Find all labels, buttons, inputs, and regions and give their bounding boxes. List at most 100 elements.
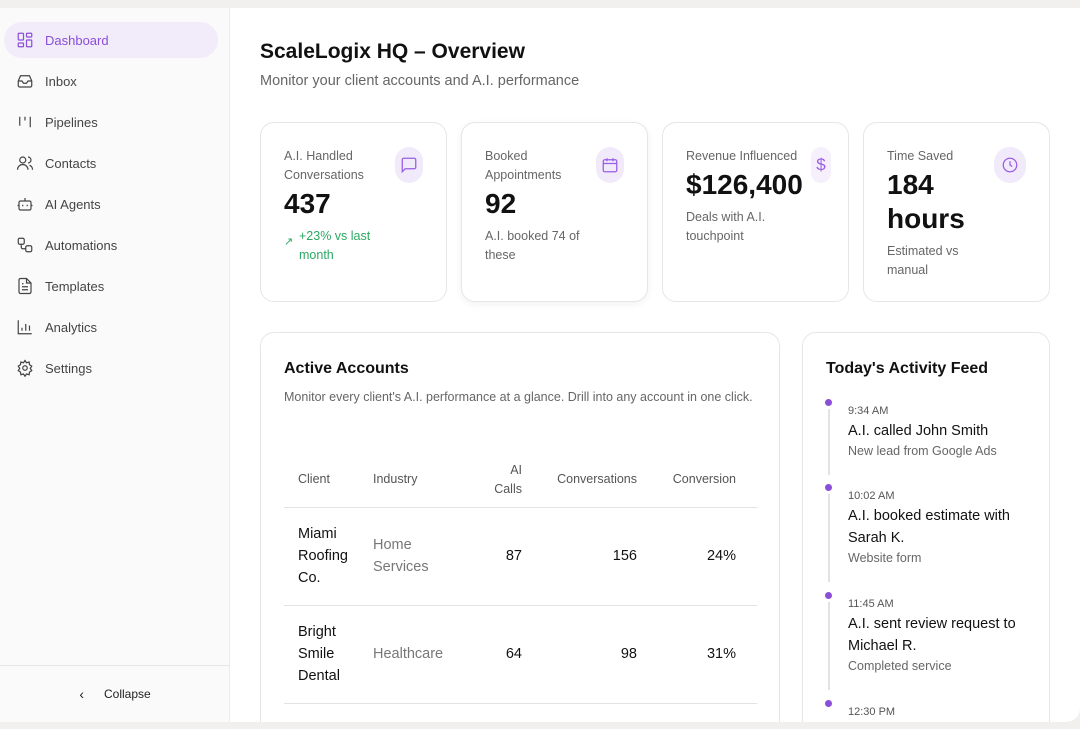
ai-calls-cell: 87 (468, 507, 522, 606)
sidebar-item-automations[interactable]: Automations (4, 227, 218, 263)
sidebar-item-ai-agents[interactable]: AI Agents (4, 186, 218, 222)
sidebar-item-analytics[interactable]: Analytics (4, 309, 218, 345)
sidebar-item-inbox[interactable]: Inbox (4, 63, 218, 99)
sidebar-item-label: Dashboard (45, 32, 109, 48)
sidebar-item-label: Templates (45, 278, 105, 294)
conversations-cell: 98 (522, 605, 637, 704)
active-accounts-panel: Active Accounts Monitor every client's A… (260, 332, 780, 722)
sidebar-item-label: Pipelines (45, 114, 98, 130)
timeline-dot (825, 700, 832, 707)
timeline-dot (825, 484, 832, 491)
stat-note: A.I. booked 74 of these (485, 229, 580, 262)
sidebar-item-label: AI Agents (45, 196, 101, 212)
stat-value: 92 (485, 188, 517, 219)
industry-cell: Home Services (373, 507, 468, 606)
bot-icon (17, 198, 33, 211)
conversion-cell: 31% (637, 605, 757, 704)
stat-card-revenue: Revenue Influenced $ $126,400 Deals with… (662, 122, 849, 302)
contacts-icon (16, 156, 34, 170)
stat-label: A.I. Handled Conversations (284, 149, 364, 182)
stat-value: 437 (284, 188, 331, 219)
sidebar-item-settings[interactable]: Settings (4, 350, 218, 386)
panel-title: Today's Activity Feed (826, 360, 989, 377)
stat-note: +23% vs last month (299, 229, 371, 262)
column-header[interactable]: Industry (373, 453, 468, 508)
feed-subtitle: Completed service (848, 659, 952, 673)
feed-title: A.I. sent review request to Michael R. (848, 616, 1016, 654)
sidebar-item-label: Analytics (45, 319, 98, 335)
stat-card-appointments: Booked Appointments 92 A.I. booked 74 of… (461, 122, 648, 302)
feed-time: 12:30 PM (848, 706, 896, 718)
gear-icon (17, 359, 33, 377)
table-row[interactable]: Miami Roofing Co. Home Services 87 156 2… (284, 507, 757, 606)
feed-time: 9:34 AM (848, 405, 889, 417)
timeline-line (828, 602, 830, 690)
sidebar-item-label: Contacts (45, 155, 97, 171)
collapse-button[interactable]: ‹ Collapse (0, 665, 230, 722)
column-header[interactable]: Conversion (637, 453, 757, 508)
stat-note: Estimated vs manual (887, 244, 959, 277)
stat-value: $126,400 (686, 169, 803, 200)
table-header: Client Industry AI Calls Conversations C… (284, 453, 757, 508)
timeline-dot (825, 399, 832, 406)
sidebar-item-dashboard[interactable]: Dashboard (4, 22, 218, 58)
calendar-icon (596, 147, 624, 183)
timeline-line (828, 494, 830, 582)
feed-time: 10:02 AM (848, 490, 895, 502)
app-window: Dashboard Inbox Pipelines Contacts AI Ag… (0, 8, 1080, 722)
client-cell[interactable]: Bright Smile Dental (284, 605, 373, 704)
stat-note: Deals with A.I. touchpoint (686, 210, 766, 243)
clock-icon (994, 147, 1026, 183)
dollar-icon: $ (811, 147, 831, 183)
stat-label: Revenue Influenced (686, 149, 798, 163)
timeline-line (828, 409, 830, 475)
stat-value: 184 hours (887, 169, 965, 234)
file-icon (18, 277, 32, 295)
sidebar-item-contacts[interactable]: Contacts (4, 145, 218, 181)
feed-item[interactable]: 12:30 PM (825, 700, 1038, 718)
ai-calls-cell: 64 (468, 605, 522, 704)
panel-description: Monitor every client's A.I. performance … (284, 390, 753, 404)
chevron-left-icon: ‹ (79, 686, 84, 702)
activity-feed-panel: Today's Activity Feed 9:34 AM A.I. called… (802, 332, 1050, 722)
inbox-icon (17, 75, 33, 88)
feed-subtitle: Website form (848, 551, 922, 565)
industry-cell: Healthcare (373, 605, 468, 704)
sidebar-item-pipelines[interactable]: Pipelines (4, 104, 218, 140)
page-subtitle: Monitor your client accounts and A.I. pe… (260, 73, 580, 89)
column-header[interactable]: Conversations (522, 453, 637, 508)
sidebar-item-label: Inbox (45, 73, 77, 89)
sidebar-item-label: Settings (45, 360, 92, 376)
stat-label: Time Saved (887, 149, 954, 163)
dashboard-icon (17, 32, 33, 48)
chart-icon (17, 320, 32, 335)
stat-card-conversations: A.I. Handled Conversations 437 ↗ +23% vs… (260, 122, 447, 302)
accounts-table: Client Industry AI Calls Conversations C… (284, 453, 757, 704)
feed-item[interactable]: 10:02 AM A.I. booked estimate with Sarah … (825, 484, 1038, 582)
conversations-cell: 156 (522, 507, 637, 606)
feed-time: 11:45 AM (848, 598, 894, 610)
stat-label: Booked Appointments (485, 149, 562, 182)
sidebar: Dashboard Inbox Pipelines Contacts AI Ag… (0, 8, 230, 722)
automations-icon (17, 237, 33, 253)
sidebar-item-templates[interactable]: Templates (4, 268, 218, 304)
feed-title: A.I. booked estimate with Sarah K. (848, 508, 1010, 546)
main-content: ScaleLogix HQ – Overview Monitor your cl… (231, 8, 1080, 722)
client-cell[interactable]: Miami Roofing Co. (284, 507, 373, 606)
pipelines-icon (19, 116, 31, 128)
panel-title: Active Accounts (284, 360, 409, 377)
sidebar-item-label: Automations (45, 237, 118, 253)
column-header[interactable]: AI Calls (468, 453, 522, 508)
collapse-label: Collapse (103, 687, 151, 701)
trending-up-icon: ↗ (284, 236, 294, 248)
page-title: ScaleLogix HQ – Overview (260, 40, 525, 63)
conversion-cell: 24% (637, 507, 757, 606)
message-icon (395, 147, 423, 183)
feed-title: A.I. called John Smith (848, 423, 989, 439)
feed-item[interactable]: 11:45 AM A.I. sent review request to Mich… (825, 592, 1038, 690)
timeline-dot (825, 592, 832, 599)
feed-item[interactable]: 9:34 AM A.I. called John Smith New lead fr… (825, 399, 1038, 475)
table-row[interactable]: Bright Smile Dental Healthcare 64 98 31% (284, 605, 757, 704)
feed-subtitle: New lead from Google Ads (848, 444, 997, 458)
column-header[interactable]: Client (284, 453, 373, 508)
